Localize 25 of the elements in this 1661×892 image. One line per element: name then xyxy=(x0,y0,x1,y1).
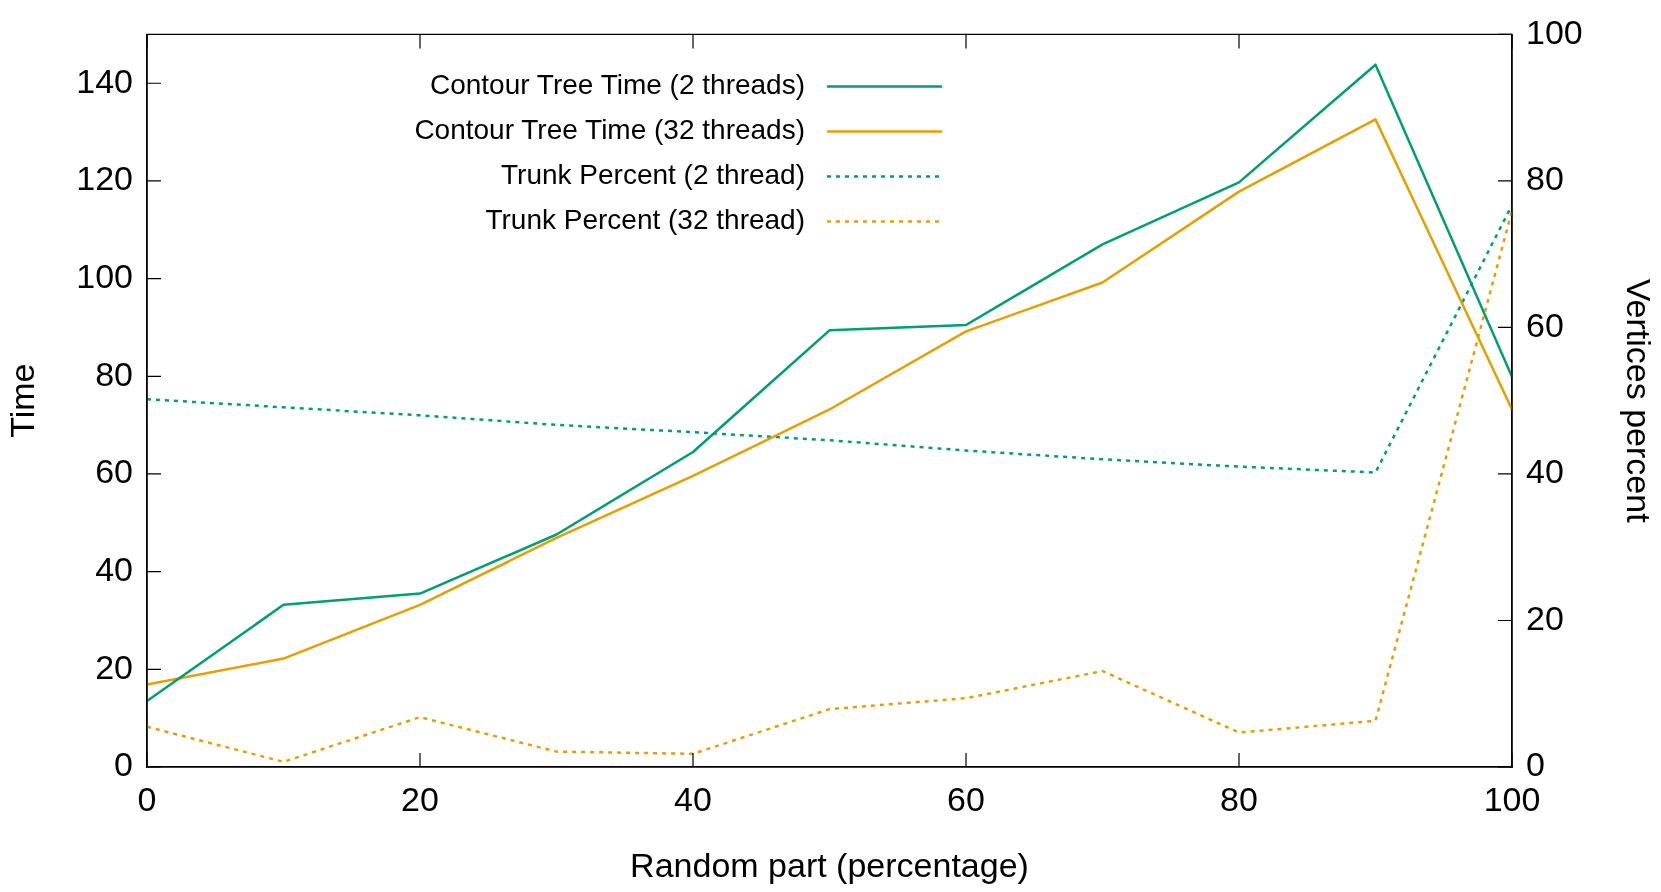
y-tick-label: 120 xyxy=(76,159,133,198)
y2-tick-label: 80 xyxy=(1526,159,1564,198)
legend-label: Trunk Percent (2 thread) xyxy=(501,159,805,191)
y2-tick-label: 60 xyxy=(1526,305,1564,344)
y2-tick-label: 100 xyxy=(1526,12,1583,51)
y-tick-label: 40 xyxy=(95,550,133,589)
y-axis-title: Time xyxy=(2,363,41,438)
y-tick-label: 20 xyxy=(95,647,133,686)
x-axis-title: Random part (percentage) xyxy=(630,845,1029,884)
x-tick-label: 40 xyxy=(674,779,712,818)
y-tick-label: 60 xyxy=(95,452,133,491)
legend-label: Contour Tree Time (2 threads) xyxy=(429,69,805,101)
y-tick-label: 80 xyxy=(95,354,133,393)
x-tick-label: 0 xyxy=(137,779,157,818)
legend-label: Trunk Percent (32 thread) xyxy=(485,204,805,236)
y-tick-label: 100 xyxy=(76,256,133,295)
y2-axis-title: Vertices percent xyxy=(1620,278,1659,524)
x-tick-label: 80 xyxy=(1220,779,1258,818)
y-tick-label: 140 xyxy=(76,61,133,100)
y2-tick-label: 20 xyxy=(1526,598,1564,637)
y2-tick-label: 40 xyxy=(1526,452,1564,491)
x-tick-label: 20 xyxy=(401,779,439,818)
y-tick-label: 0 xyxy=(114,745,133,784)
legend-label: Contour Tree Time (32 threads) xyxy=(414,114,805,146)
x-tick-label: 60 xyxy=(947,779,985,818)
